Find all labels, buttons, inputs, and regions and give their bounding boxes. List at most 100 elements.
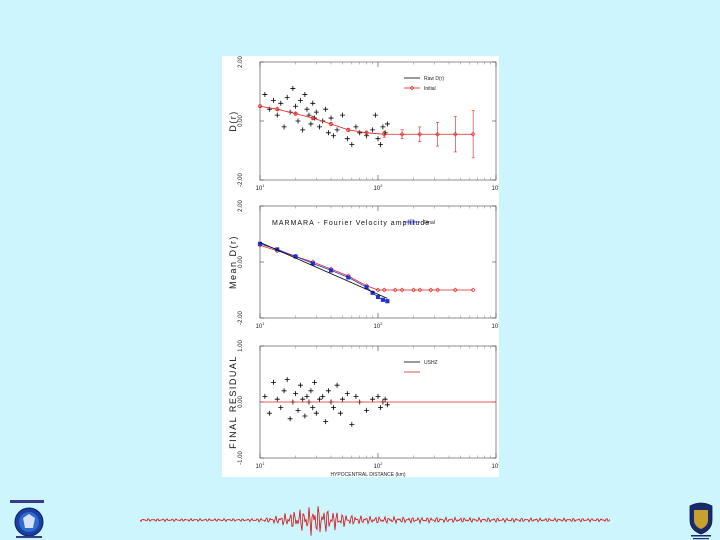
data-point-square: [346, 275, 351, 280]
data-point-diamond: [364, 130, 369, 136]
y-tick-label: 0.00: [238, 396, 244, 408]
data-point-plus: [317, 396, 323, 402]
data-point-plus: [284, 377, 290, 383]
series-line: [259, 105, 474, 135]
error-bar: [275, 107, 279, 111]
data-point-diamond: [411, 287, 416, 293]
data-point-plus: [313, 109, 319, 115]
data-point-plus: [320, 393, 326, 399]
data-point-plus: [270, 379, 276, 385]
error-bar: [400, 129, 404, 139]
data-point-plus: [310, 100, 316, 106]
data-point-plus: [300, 396, 306, 402]
data-point-plus: [281, 124, 287, 130]
data-point-diamond: [399, 131, 405, 137]
data-point-diamond: [274, 106, 280, 112]
data-point-plus: [364, 407, 370, 413]
x-tick-label: 102: [374, 183, 384, 192]
error-bar: [418, 126, 422, 142]
data-point-diamond: [381, 287, 387, 293]
data-point-plus: [378, 405, 383, 411]
x-tick-label: 101: [256, 461, 266, 470]
x-tick-label: 101: [256, 183, 266, 192]
plot-frame-0: [259, 61, 497, 181]
data-point-square: [257, 241, 263, 246]
y-tick-label: -2.00: [238, 311, 244, 325]
data-point-plus: [274, 112, 280, 118]
data-point-diamond: [452, 287, 458, 293]
legend-label: Initial: [424, 86, 436, 92]
series-line: [259, 244, 474, 291]
data-point-plus: [339, 112, 345, 118]
data-point-plus: [382, 396, 388, 402]
error-bar: [436, 122, 440, 147]
data-point-plus: [287, 416, 293, 422]
data-point-diamond: [452, 131, 458, 137]
y-tick-label: 2.00: [238, 200, 244, 212]
data-point-plus: [290, 86, 296, 92]
data-point-plus: [370, 396, 376, 402]
data-point-plus: [312, 379, 318, 385]
data-point-plus: [304, 106, 310, 112]
data-point-plus: [310, 405, 316, 411]
data-point-square: [328, 268, 334, 273]
data-point-square: [380, 297, 385, 302]
data-point-diamond: [257, 103, 263, 109]
data-point-plus: [325, 388, 331, 394]
data-point-diamond: [470, 287, 476, 293]
data-point-square: [375, 294, 381, 300]
data-point-diamond: [428, 287, 434, 293]
data-point-plus: [331, 405, 337, 411]
data-point-diamond: [435, 287, 441, 293]
y-axis-title: D(r): [228, 110, 238, 132]
error-bar: [258, 104, 262, 109]
x-tick-label: 102: [374, 461, 384, 470]
data-point-diamond: [435, 131, 441, 137]
x-tick-label: 103: [492, 183, 499, 192]
data-point-diamond: [293, 111, 298, 117]
data-point-plus: [302, 91, 308, 97]
y-tick-label: 0.00: [238, 115, 244, 127]
data-point-plus: [308, 388, 314, 394]
error-bar: [471, 110, 475, 159]
data-point-plus: [304, 393, 310, 399]
y-axis-title: Mean D(r): [228, 235, 238, 289]
data-point-diamond: [381, 131, 387, 137]
data-point-diamond: [417, 131, 423, 137]
seismogram-trace-decoration: [140, 506, 610, 536]
data-point-plus: [270, 97, 276, 103]
y-tick-label: -1.00: [238, 451, 244, 465]
data-point-plus: [380, 124, 386, 130]
y-axis-title: FINAL RESIDUAL: [228, 355, 238, 449]
legend-label: Raw D(r): [424, 76, 444, 82]
data-point-plus: [339, 396, 345, 402]
data-point-plus: [384, 121, 390, 127]
data-point-diamond: [310, 115, 316, 121]
error-bar: [329, 122, 333, 126]
x-axis-title: HYPOCENTRAL DISTANCE (km): [330, 472, 405, 477]
data-point-plus: [281, 388, 287, 394]
data-point-plus: [325, 130, 331, 136]
data-point-plus: [334, 382, 340, 388]
y-tick-label: 0.00: [238, 256, 244, 268]
data-point-diamond: [470, 131, 476, 137]
legend-marker: [409, 85, 415, 91]
data-point-plus: [344, 136, 350, 142]
y-tick-label: -2.00: [238, 173, 244, 187]
legend-label: Final: [424, 220, 435, 226]
figure-svg: 2.00 0.00 -2.00 101 102 103 D(r) Raw D(r) Initia…: [228, 56, 499, 477]
error-bar: [294, 111, 298, 116]
data-point-plus: [372, 112, 378, 118]
data-point-plus: [344, 391, 350, 397]
data-point-plus: [262, 393, 268, 399]
data-point-square: [385, 299, 390, 304]
data-point-plus: [300, 127, 306, 133]
data-point-plus: [357, 130, 363, 136]
data-point-diamond: [375, 287, 381, 293]
crest-logo: [689, 502, 713, 540]
y-tick-label: 1.00: [238, 340, 244, 352]
data-point-plus: [317, 124, 323, 130]
data-point-plus: [313, 410, 319, 416]
data-point-plus: [262, 91, 268, 97]
data-point-plus: [375, 393, 381, 399]
